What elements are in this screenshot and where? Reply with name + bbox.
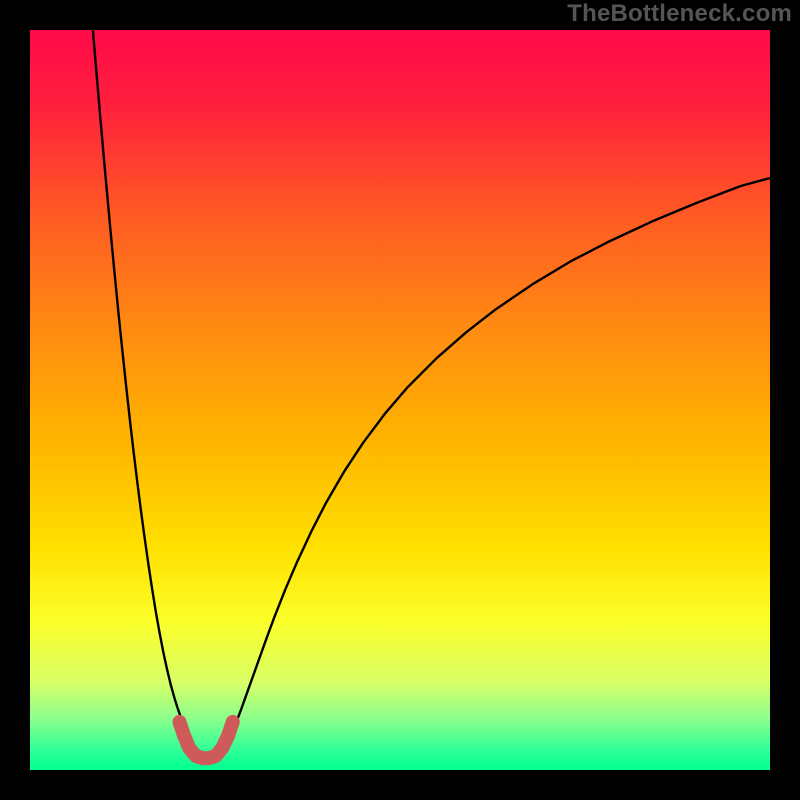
chart-frame: TheBottleneck.com <box>0 0 800 800</box>
watermark-text: TheBottleneck.com <box>567 0 792 28</box>
plot-area <box>30 30 770 770</box>
gradient-background <box>30 30 770 770</box>
bottleneck-curve-chart <box>30 30 770 770</box>
